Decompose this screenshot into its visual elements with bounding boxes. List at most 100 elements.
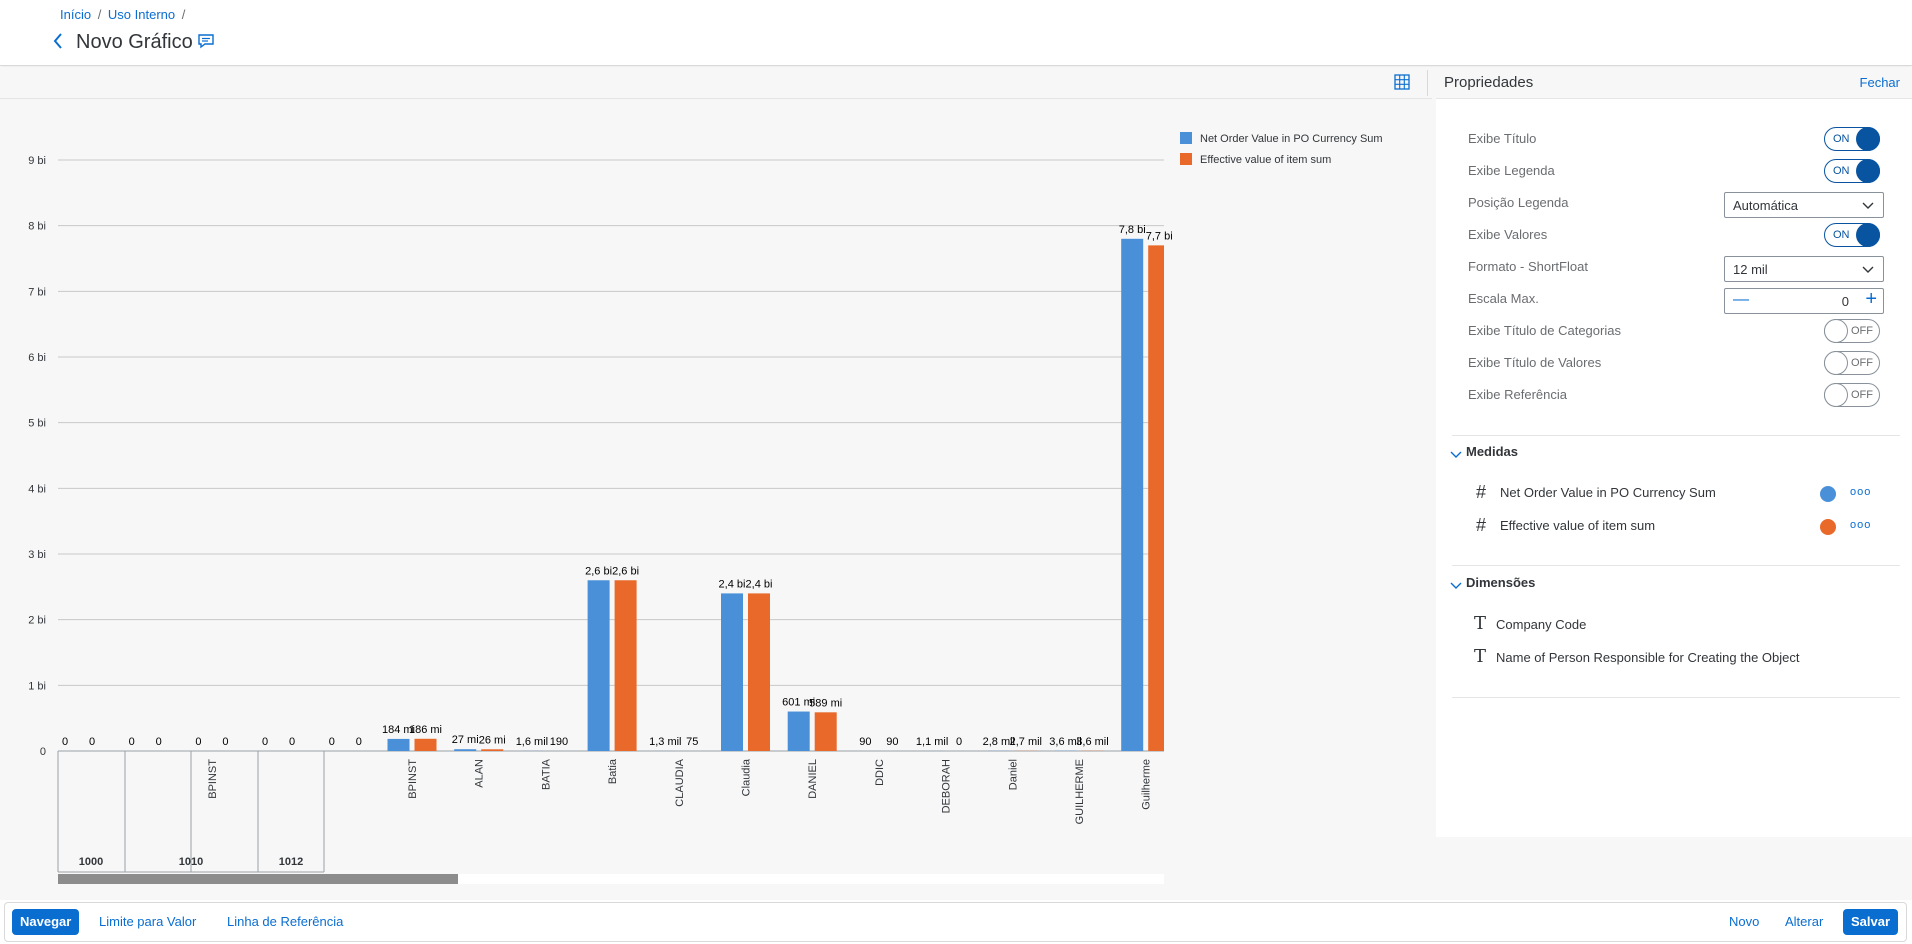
breadcrumb-uso-interno[interactable]: Uso Interno [107, 7, 176, 22]
toggle-knob [1856, 159, 1880, 183]
bar-series1 [587, 580, 610, 751]
data-label: 7,8 bi [1119, 224, 1146, 236]
breadcrumb-separator: / [94, 7, 105, 22]
toggle-state: ON [1833, 229, 1850, 241]
hash-icon: # [1476, 482, 1487, 502]
category-label: DEBORAH [941, 759, 953, 813]
format-value: 12 mil [1733, 262, 1768, 277]
category-label: BPINST [407, 759, 419, 799]
data-label: 601 mi [782, 697, 815, 709]
toggle-knob [1824, 351, 1848, 375]
close-button[interactable]: Fechar [1859, 75, 1900, 90]
y-tick-label: 4 bi [28, 483, 46, 495]
show-values-toggle[interactable]: ON [1824, 223, 1880, 247]
text-type-icon: T [1474, 646, 1487, 667]
dimension-item-label: Name of Person Responsible for Creating … [1496, 650, 1800, 665]
data-label: 3,6 mil [1049, 736, 1081, 748]
change-button[interactable]: Alterar [1785, 914, 1824, 929]
new-button[interactable]: Novo [1729, 914, 1760, 929]
legend-label: Net Order Value in PO Currency Sum [1200, 133, 1383, 145]
show-value-title-toggle[interactable]: OFF [1824, 351, 1880, 375]
back-button[interactable] [52, 32, 64, 56]
section-divider [1452, 697, 1900, 698]
dimensions-section-title[interactable]: Dimensões [1466, 575, 1536, 590]
bar-series1 [387, 738, 410, 751]
show-title-toggle[interactable]: ON [1824, 127, 1880, 151]
measure-item-label: Effective value of item sum [1500, 518, 1656, 533]
toggle-knob [1856, 223, 1880, 247]
category-label: DDIC [874, 759, 886, 786]
toggle-state: ON [1833, 133, 1850, 145]
show-legend-label: Exibe Legenda [1468, 163, 1555, 178]
scrollbar-thumb[interactable] [58, 874, 458, 884]
show-category-title-toggle[interactable]: OFF [1824, 319, 1880, 343]
page-header: Início / Uso Interno / Novo Gráfico [0, 0, 1912, 66]
category-label: BPINST [207, 759, 219, 799]
table-view-icon[interactable] [1394, 74, 1410, 95]
data-label: 1,3 mil [649, 736, 681, 748]
category-label: Batia [607, 758, 619, 784]
increment-button[interactable]: + [1865, 288, 1877, 310]
data-label: 0 [62, 736, 68, 748]
data-label: 3,6 mil [1076, 736, 1108, 748]
chart-toolbar [0, 67, 1432, 99]
company-group-label: 1000 [79, 856, 103, 868]
bar-series1 [721, 593, 743, 751]
hash-icon: # [1476, 515, 1487, 535]
breadcrumb: Início / Uso Interno / [60, 7, 188, 22]
measure-color-dot[interactable] [1820, 519, 1836, 535]
properties-header: Propriedades Fechar [1436, 67, 1912, 99]
data-label: 0 [329, 736, 335, 748]
y-tick-label: 7 bi [28, 286, 46, 298]
scale-max-stepper[interactable]: — 0 + [1724, 288, 1884, 314]
legend-position-select[interactable]: Automática [1724, 192, 1884, 218]
measure-color-dot[interactable] [1820, 486, 1836, 502]
breadcrumb-inicio[interactable]: Início [60, 7, 92, 22]
data-label: 0 [195, 736, 201, 748]
toggle-knob [1824, 383, 1848, 407]
chevron-down-icon [1862, 266, 1874, 273]
breadcrumb-separator: / [178, 7, 186, 22]
decrement-button[interactable]: — [1733, 291, 1749, 308]
data-label: 90 [886, 736, 898, 748]
navigate-button[interactable]: Navegar [12, 909, 80, 935]
measures-section-title[interactable]: Medidas [1466, 444, 1519, 459]
show-reference-toggle[interactable]: OFF [1824, 383, 1880, 407]
bar-series1 [1121, 238, 1144, 752]
format-select[interactable]: 12 mil [1724, 256, 1884, 282]
more-options-icon[interactable]: ooo [1850, 519, 1872, 531]
save-button[interactable]: Salvar [1843, 909, 1899, 935]
scale-max-value[interactable]: 0 [1841, 294, 1849, 309]
bar-series2 [481, 749, 504, 751]
company-group-label: 1012 [279, 856, 303, 868]
data-label: 27 mi [452, 734, 479, 746]
show-title-label: Exibe Título [1468, 131, 1537, 146]
data-label: 0 [356, 736, 362, 748]
category-label: Guilherme [1141, 759, 1153, 810]
show-legend-toggle[interactable]: ON [1824, 159, 1880, 183]
data-label: 2,8 mil [983, 736, 1015, 748]
y-tick-label: 5 bi [28, 418, 46, 430]
data-label: 90 [859, 736, 871, 748]
data-label: 2,4 bi [746, 578, 773, 590]
legend-position-label: Posição Legenda [1468, 195, 1569, 210]
category-label: CLAUDIA [674, 758, 686, 806]
data-label: 26 mi [479, 734, 506, 746]
format-label: Formato - ShortFloat [1468, 259, 1588, 274]
y-tick-label: 3 bi [28, 549, 46, 561]
reference-line-button[interactable]: Linha de Referência [227, 914, 344, 929]
data-label: 0 [222, 736, 228, 748]
chevron-down-icon[interactable] [1450, 578, 1462, 596]
comment-icon[interactable] [197, 33, 215, 54]
section-divider [1452, 435, 1900, 436]
limit-value-button[interactable]: Limite para Valor [99, 914, 197, 929]
data-label: 190 [550, 736, 568, 748]
chevron-down-icon[interactable] [1450, 447, 1462, 465]
bar-series1 [454, 749, 477, 751]
data-label: 0 [89, 736, 95, 748]
show-values-label: Exibe Valores [1468, 227, 1548, 242]
toggle-state: OFF [1851, 357, 1873, 369]
more-options-icon[interactable]: ooo [1850, 486, 1872, 498]
footer-bar: Navegar Limite para Valor Linha de Refer… [4, 902, 1907, 942]
scale-max-label: Escala Max. [1468, 291, 1539, 306]
